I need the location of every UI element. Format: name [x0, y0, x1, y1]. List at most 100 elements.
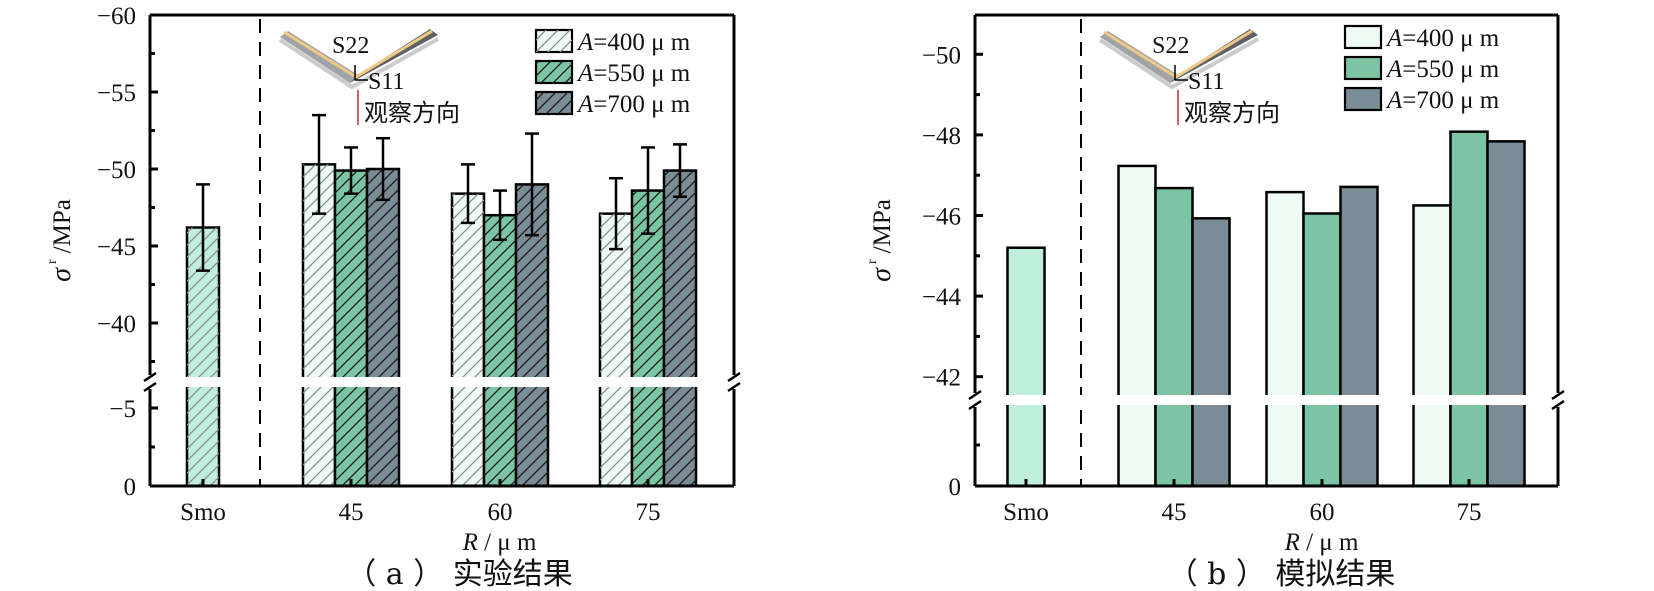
axis-break-mark — [1551, 389, 1565, 401]
y-tick-label: −50 — [97, 157, 136, 184]
y-tick-label: −44 — [922, 284, 962, 311]
legend-label-symbol: A — [1385, 25, 1403, 52]
x-tick-label: 45 — [339, 499, 364, 526]
bar-75-s0-hatch — [600, 213, 632, 486]
y-axis-title-unit: /MPa — [869, 199, 896, 253]
legend-swatch-hatch-2 — [536, 92, 572, 114]
y-axis-title-symbol: σ — [46, 267, 77, 282]
x-tick-label: Smo — [180, 499, 226, 526]
y-tick-label: 0 — [949, 474, 962, 501]
bar-60-s2 — [1339, 185, 1379, 488]
bar-75-s1 — [1449, 130, 1489, 488]
legend-label-symbol: A — [1385, 56, 1403, 83]
y-axis-title-symbol: σ — [866, 267, 897, 282]
y-axis-title: σr/MPa — [865, 199, 897, 282]
bar-75-s2 — [1486, 140, 1526, 488]
legend-label-1: A=550 μ m — [1385, 56, 1500, 83]
x-axis-title-symbol: R — [462, 529, 478, 556]
bar-60-s1-hatch — [484, 215, 516, 486]
y-axis-title-unit: /MPa — [49, 199, 76, 253]
legend-swatch-hatch-0 — [536, 30, 572, 52]
legend-label-symbol: A — [576, 29, 594, 56]
bar-60-s0-hatch — [452, 193, 484, 486]
legend-label-value: =700 μ m — [1402, 87, 1500, 114]
inset-label-view-direction: 观察方向 — [1184, 99, 1280, 127]
axis-break-mark — [968, 399, 982, 411]
inset-label-s11: S11 — [1188, 69, 1224, 95]
bar-45-s2 — [1191, 217, 1231, 488]
x-axis-title: R / μ m — [1284, 529, 1359, 556]
legend-label-value: =400 μ m — [593, 29, 691, 56]
axis-break-mark — [968, 389, 982, 401]
plate-left-arm — [280, 31, 358, 83]
legend-label-1: A=550 μ m — [576, 60, 691, 87]
y-tick-label: −50 — [922, 42, 961, 69]
axis-break-band — [978, 395, 1555, 405]
y-tick-label: −42 — [922, 365, 961, 392]
axis-break-mark — [143, 381, 157, 393]
x-tick-label: 75 — [1457, 499, 1482, 526]
inset-bent-plate-diagram: S22 S11 观察方向 — [278, 29, 460, 127]
y-tick-label: −60 — [97, 3, 136, 30]
legend-label-2: A=700 μ m — [576, 91, 691, 118]
plate-stripe — [283, 29, 433, 79]
y-tick-label: 0 — [124, 474, 137, 501]
legend-label-value: =550 μ m — [1402, 56, 1500, 83]
y-tick-label: −46 — [922, 204, 961, 231]
legend-label-value: =700 μ m — [593, 91, 691, 118]
bar-75-s1-hatch — [632, 190, 664, 486]
axis-break-mark — [1551, 399, 1565, 411]
x-tick-label: Smo — [1003, 499, 1049, 526]
panel-b-simulation: −50 −48 −46 −44 −42 0 Smo 45 60 75 R / μ m（ b ） 模拟… — [865, 13, 1565, 591]
plate-right-arm — [350, 29, 438, 83]
legend-label-2: A=700 μ m — [1385, 87, 1500, 114]
x-tick-label: 45 — [1162, 499, 1187, 526]
legend-label-0: A=400 μ m — [576, 29, 691, 56]
y-axis-title-subscript: r — [45, 259, 60, 264]
bar-75-s0 — [1412, 204, 1452, 488]
legend-label-symbol: A — [576, 60, 594, 87]
plate-stripe — [1103, 29, 1253, 79]
x-axis-title-symbol: R — [1284, 529, 1300, 556]
inset-label-view-direction: 观察方向 — [364, 99, 460, 127]
x-axis-title-unit: / μ m — [1300, 529, 1359, 556]
inset-label-s22: S22 — [332, 33, 369, 59]
y-tick-label: −40 — [97, 311, 136, 338]
bar-60-s1 — [1302, 212, 1342, 488]
axis-break-band — [153, 377, 731, 387]
legend-swatch-2 — [1343, 86, 1383, 112]
y-tick-label: −5 — [109, 396, 136, 423]
y-axis-title-subscript: r — [865, 259, 880, 264]
panel-caption: （ a ） 实验结果 — [346, 557, 573, 591]
legend-label-0: A=400 μ m — [1385, 25, 1500, 52]
axis-break-mark — [727, 381, 741, 393]
inset-bent-plate-diagram: S22 S11 观察方向 — [1098, 29, 1280, 127]
axis-break-mark — [727, 371, 741, 383]
plate-right-arm — [1170, 29, 1258, 83]
y-tick-label: −45 — [97, 234, 136, 261]
y-axis-title: σr/MPa — [45, 199, 77, 282]
panel-caption: （ b ） 模拟结果 — [1168, 557, 1396, 591]
bar-smo — [1006, 246, 1046, 488]
bar-45-s1-hatch — [335, 170, 367, 487]
legend-swatch-0 — [1343, 24, 1383, 50]
inset-label-s22: S22 — [1152, 33, 1189, 59]
plate-left-arm — [1100, 31, 1178, 83]
legend-label-value: =400 μ m — [1402, 25, 1500, 52]
x-tick-label: 60 — [488, 499, 513, 526]
y-tick-label: −55 — [97, 80, 136, 107]
bar-45-s2-hatch — [367, 169, 399, 486]
x-axis-title-unit: / μ m — [478, 529, 537, 556]
legend-label-symbol: A — [1385, 87, 1403, 114]
bar-45-s0 — [1117, 164, 1157, 488]
bar-45-s1 — [1154, 186, 1194, 488]
bar-60-s0 — [1265, 190, 1305, 488]
y-tick-label: −48 — [922, 123, 961, 150]
legend-label-symbol: A — [576, 91, 594, 118]
legend-swatch-1 — [1343, 55, 1383, 81]
x-axis-title: R / μ m — [462, 529, 537, 556]
x-tick-label: 60 — [1310, 499, 1335, 526]
legend-swatch-hatch-1 — [536, 61, 572, 83]
